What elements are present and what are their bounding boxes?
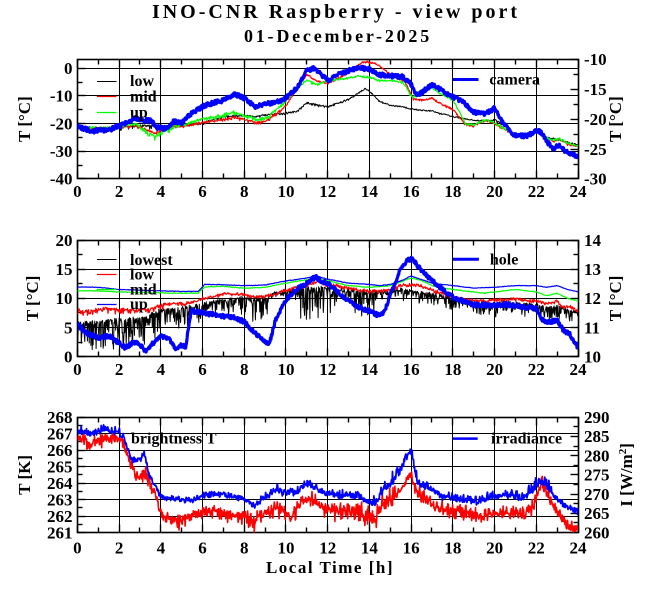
svg-text:18: 18 [444,182,461,201]
svg-text:-10: -10 [584,50,607,69]
svg-text:14: 14 [361,539,379,558]
svg-text:16: 16 [403,360,420,379]
svg-text:18: 18 [444,539,461,558]
svg-text:270: 270 [584,485,610,504]
svg-text:4: 4 [157,360,166,379]
svg-text:285: 285 [584,427,610,446]
svg-text:hole: hole [490,252,518,269]
svg-text:0: 0 [73,182,82,201]
svg-text:275: 275 [584,466,610,485]
svg-text:10: 10 [56,289,73,308]
svg-text:12: 12 [319,182,336,201]
svg-text:-30: -30 [584,170,607,189]
svg-text:5: 5 [64,318,73,337]
svg-text:8: 8 [240,360,249,379]
svg-text:INO-CNR Raspberry - view port: INO-CNR Raspberry - view port [152,1,520,23]
svg-text:4: 4 [157,539,166,558]
svg-text:22: 22 [528,360,545,379]
svg-text:11: 11 [584,318,600,337]
svg-text:0: 0 [64,347,73,366]
svg-text:12: 12 [319,539,336,558]
svg-text:Local Time [h]: Local Time [h] [266,558,394,577]
svg-text:T [°C]: T [°C] [15,96,34,142]
svg-text:2: 2 [115,539,124,558]
svg-text:-15: -15 [584,80,607,99]
svg-text:6: 6 [198,182,207,201]
svg-text:10: 10 [277,539,294,558]
svg-text:280: 280 [584,446,610,465]
svg-text:-25: -25 [584,140,607,159]
svg-text:mid: mid [130,281,157,298]
svg-text:2: 2 [115,360,124,379]
svg-text:10: 10 [277,182,294,201]
svg-text:camera: camera [489,72,540,89]
svg-text:-40: -40 [50,170,73,189]
svg-text:T [°C]: T [°C] [606,96,625,142]
svg-text:268: 268 [47,408,73,427]
svg-text:up: up [130,104,148,121]
svg-text:T [°C]: T [°C] [606,276,625,322]
svg-text:10: 10 [584,347,601,366]
svg-text:14: 14 [361,360,379,379]
svg-text:8: 8 [240,182,249,201]
svg-text:20: 20 [486,182,503,201]
svg-text:4: 4 [157,182,166,201]
svg-text:24: 24 [570,360,588,379]
svg-text:16: 16 [403,182,420,201]
svg-text:14: 14 [361,182,379,201]
svg-text:6: 6 [198,539,207,558]
svg-text:up: up [130,296,148,313]
svg-text:6: 6 [198,360,207,379]
svg-text:24: 24 [570,539,588,558]
svg-text:14: 14 [584,231,602,250]
svg-text:low: low [130,73,154,90]
svg-text:12: 12 [319,360,336,379]
svg-text:irradiance: irradiance [491,431,562,448]
svg-text:2: 2 [115,182,124,201]
svg-text:8: 8 [240,539,249,558]
svg-text:13: 13 [584,260,601,279]
svg-text:low: low [130,267,154,284]
svg-text:264: 264 [47,474,73,493]
svg-text:18: 18 [444,360,461,379]
svg-text:290: 290 [584,408,610,427]
svg-text:262: 262 [47,507,73,526]
svg-text:I [W/m2]: I [W/m2] [617,443,636,507]
svg-text:265: 265 [584,504,610,523]
svg-text:0: 0 [64,59,73,78]
svg-text:260: 260 [584,523,610,542]
svg-text:265: 265 [47,457,73,476]
svg-text:01-December-2025: 01-December-2025 [244,26,432,46]
svg-text:0: 0 [73,360,82,379]
svg-text:lowest: lowest [130,252,173,269]
svg-text:16: 16 [403,539,420,558]
svg-text:267: 267 [47,424,73,443]
svg-text:24: 24 [570,182,588,201]
svg-text:266: 266 [47,441,73,460]
svg-text:T [K]: T [K] [15,455,34,495]
svg-text:263: 263 [47,490,73,509]
svg-text:brightness T: brightness T [131,431,217,448]
svg-text:-20: -20 [50,114,73,133]
svg-text:12: 12 [584,289,601,308]
svg-text:261: 261 [47,523,73,542]
svg-text:15: 15 [56,260,73,279]
svg-text:mid: mid [130,89,157,106]
svg-text:22: 22 [528,539,545,558]
svg-text:20: 20 [486,539,503,558]
svg-text:-20: -20 [584,110,607,129]
svg-text:22: 22 [528,182,545,201]
svg-text:T [°C]: T [°C] [23,276,42,322]
svg-text:20: 20 [486,360,503,379]
svg-text:0: 0 [73,539,82,558]
svg-text:10: 10 [277,360,294,379]
svg-text:-10: -10 [50,87,73,106]
svg-text:-30: -30 [50,142,73,161]
svg-text:20: 20 [56,231,73,250]
